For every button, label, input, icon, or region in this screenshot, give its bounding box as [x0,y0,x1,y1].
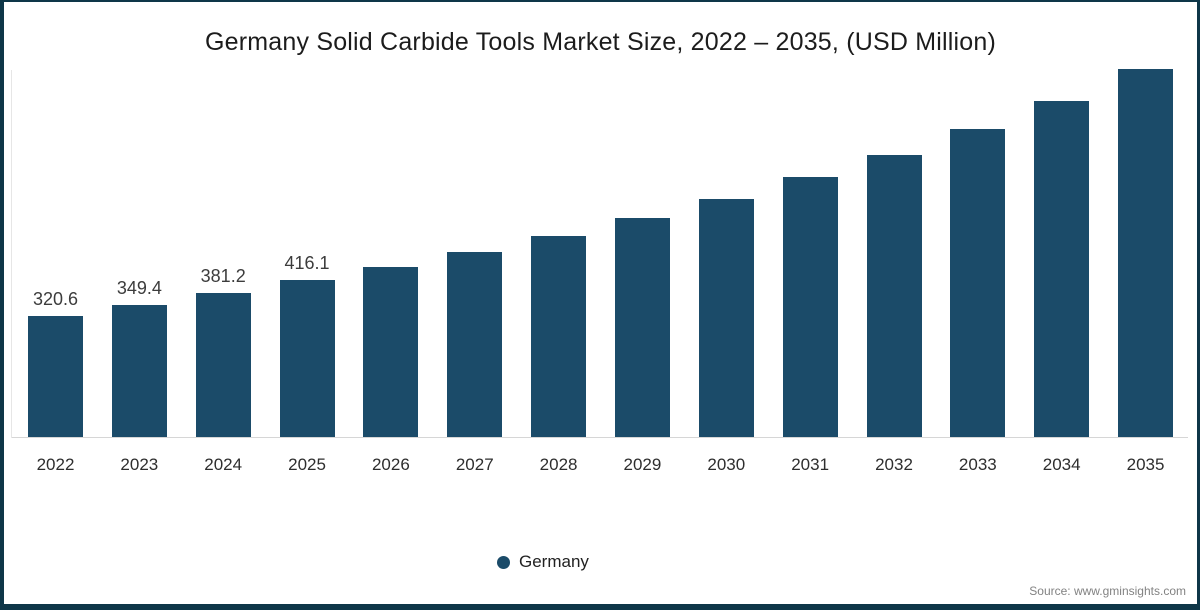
bar-2035 [1118,68,1174,438]
bar-2025 [279,280,335,438]
bar-2029 [614,217,670,438]
x-tick-2031: 2031 [791,455,830,474]
value-label-2025: 416.1 [284,253,330,273]
plot-area: 320.6 2022 349.4 2023 381.2 2024 416.1 2025 2026… [4,2,1197,604]
x-tick-2024: 2024 [204,455,243,474]
x-tick-2034: 2034 [1042,455,1081,474]
source-text: Source: www.gminsights.com [1029,584,1186,598]
x-tick-2032: 2032 [875,455,913,474]
bar-2034 [1034,101,1090,438]
bar-2033 [950,129,1006,438]
x-tick-2030: 2030 [707,455,746,474]
x-tick-2025: 2025 [288,455,326,474]
x-tick-2033: 2033 [958,455,997,474]
bar-2032 [866,154,922,438]
value-label-2024: 381.2 [200,266,246,287]
x-tick-2026: 2026 [371,455,410,474]
x-tick-2022: 2022 [36,455,75,474]
bar-2030 [698,198,754,438]
bar-2024 [195,293,251,438]
x-tick-2023: 2023 [120,455,159,474]
value-label-2023: 349.4 [116,278,162,299]
legend-label-germany: Germany [519,552,589,571]
x-tick-2028: 2028 [539,455,578,474]
x-tick-2029: 2029 [623,455,662,474]
y-axis-line [11,70,12,438]
legend-marker-icon [497,555,510,569]
chart-title: Germany Solid Carbide Tools Market Size,… [204,28,997,56]
x-tick-2035: 2035 [1126,455,1165,474]
legend: Germany [497,552,589,572]
bar-2026 [363,266,419,438]
bar-2031 [782,176,838,438]
bar-2027 [447,251,503,438]
bar-2022 [28,316,83,438]
value-label-2022: 320.6 [32,289,79,310]
x-axis-line [12,437,1188,438]
bar-2023 [111,305,167,438]
bar-2028 [531,235,587,438]
x-tick-2027: 2027 [455,455,494,474]
